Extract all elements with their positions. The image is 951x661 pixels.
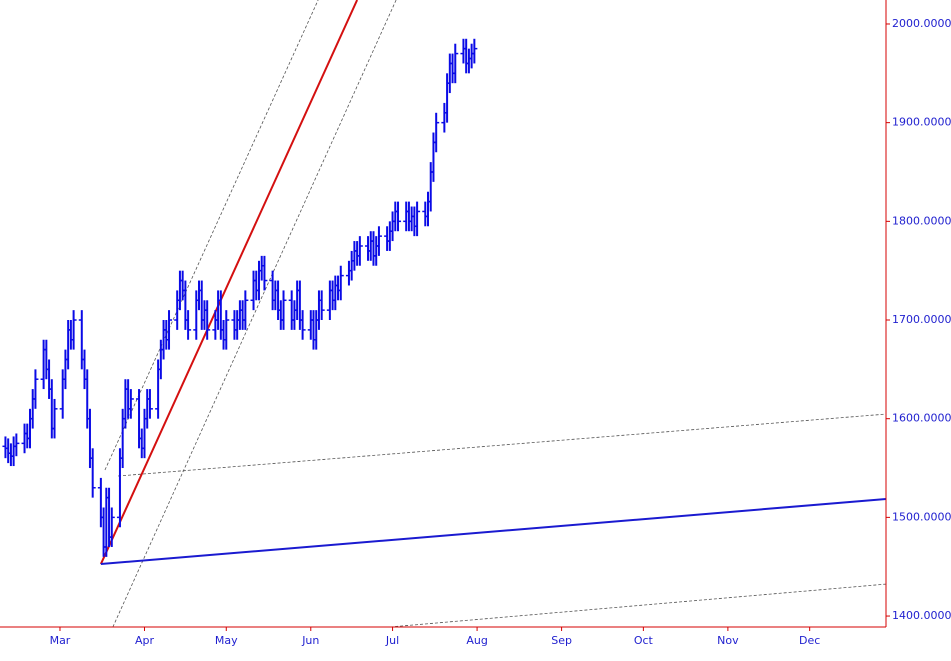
ohlc-bar [32, 369, 39, 409]
ohlc-bar [395, 201, 402, 232]
ohlc-bar [13, 433, 20, 457]
ohlc-bar [127, 389, 134, 419]
ohlc-bar [108, 507, 115, 547]
trend-line [118, 413, 886, 477]
ohlc-bar [452, 43, 459, 84]
trend-line [112, 0, 397, 627]
ohlc-bar [204, 300, 211, 340]
ohlc-bar [375, 226, 382, 256]
trend-line [104, 0, 319, 471]
ohlc-bar [70, 310, 77, 350]
y-tick-label: 1600.00000 [892, 412, 951, 425]
ohlc-bar [166, 310, 173, 350]
ohlc-bar [356, 236, 363, 266]
trend-line [390, 583, 886, 627]
x-tick-label: Dec [799, 634, 820, 647]
ohlc-bar [261, 255, 268, 291]
x-tick-label: Jul [385, 634, 399, 647]
plot-area [2, 0, 886, 627]
ohlc-bar [471, 38, 478, 64]
ohlc-bar [51, 398, 58, 439]
x-tick-label: Jun [301, 634, 319, 647]
y-tick-label: 1800.00000 [892, 214, 951, 227]
trend-line [99, 0, 359, 565]
x-tick-label: Apr [135, 634, 155, 647]
ohlc-bar [242, 290, 249, 330]
x-tick-label: Nov [717, 634, 739, 647]
x-tick-label: Aug [466, 634, 487, 647]
y-tick-label: 1500.00000 [892, 510, 951, 523]
ohlc-bar [299, 310, 306, 340]
ohlc-bar [280, 290, 287, 330]
y-tick-label: 1400.00000 [892, 609, 951, 622]
ohlc-bar [223, 310, 230, 350]
y-tick-label: 1700.00000 [892, 313, 951, 326]
y-tick-label: 1900.00000 [892, 116, 951, 129]
ohlc-bar [318, 290, 325, 321]
ohlc-bar [337, 265, 344, 301]
y-tick-label: 2000.00000 [892, 17, 951, 30]
ohlc-bar [433, 112, 440, 153]
ohlc-bar [414, 201, 421, 237]
ohlc-bar [89, 448, 96, 498]
x-tick-label: Oct [634, 634, 654, 647]
x-tick-label: May [215, 634, 238, 647]
x-tick-label: Mar [50, 634, 71, 647]
ohlc-bar [146, 389, 153, 419]
ohlc-bar [185, 310, 192, 340]
trend-line [100, 498, 886, 566]
x-tick-label: Sep [551, 634, 572, 647]
